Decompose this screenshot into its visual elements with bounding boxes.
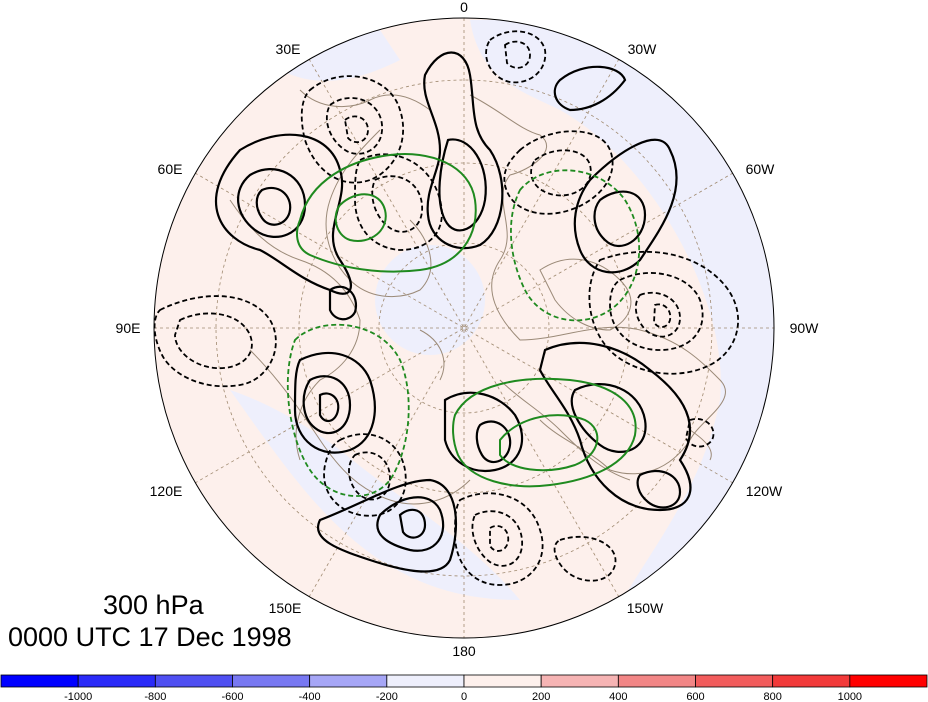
- lon-label-150w: 150W: [627, 600, 664, 616]
- colorbar-box: [232, 674, 311, 688]
- map-frame: [153, 17, 775, 639]
- field-shading-negative: [280, 30, 400, 81]
- colorbar-box: [695, 674, 774, 688]
- pressure-level-title: 300 hPa: [103, 590, 204, 620]
- contours-green-dashed: [286, 169, 641, 497]
- colorbar-box: [463, 674, 542, 688]
- lon-label-150e: 150E: [269, 600, 302, 616]
- colorbar-box: [386, 674, 465, 688]
- colorbar-labels: -1000 -800 -600 -400 -200 0 200 400 600 800 1000: [64, 691, 862, 702]
- colorbar: -1000 -800 -600 -400 -200 0 200 400 600 800 1000: [0, 674, 928, 702]
- colorbar-box: [309, 674, 388, 688]
- colorbar-tick-label: -800: [144, 691, 166, 702]
- lon-label-120e: 120E: [150, 483, 183, 499]
- colorbar-tick-label: -200: [376, 691, 398, 702]
- lon-label-60w: 60W: [746, 161, 776, 177]
- colorbar-tick-label: -600: [221, 691, 243, 702]
- lon-label-90w: 90W: [790, 320, 820, 336]
- colorbar-tick-label: 200: [532, 691, 550, 702]
- lon-label-180: 180: [452, 643, 476, 659]
- colorbar-box: [617, 674, 696, 688]
- colorbar-tick-label: 600: [686, 691, 704, 702]
- colorbar-boxes: [0, 674, 928, 688]
- colorbar-box: [540, 674, 619, 688]
- colorbar-box: [772, 674, 851, 688]
- field-shading-negative: [470, 20, 774, 638]
- colorbar-box: [0, 674, 79, 688]
- field-shading-negative: [375, 245, 485, 355]
- lon-label-30e: 30E: [276, 41, 301, 57]
- colorbar-tick-label: 0: [461, 691, 467, 702]
- colorbar-box: [77, 674, 156, 688]
- colorbar-tick-label: -1000: [64, 691, 92, 702]
- lon-label-0: 0: [460, 0, 468, 15]
- colorbar-tick-label: -400: [299, 691, 321, 702]
- contours-negative: [154, 30, 739, 586]
- lon-label-30w: 30W: [628, 41, 658, 57]
- colorbar-tick-label: 400: [609, 691, 627, 702]
- contours-green-solid: [296, 153, 637, 488]
- contours-positive: [214, 51, 692, 573]
- valid-time-title: 0000 UTC 17 Dec 1998: [8, 622, 292, 652]
- colorbar-box: [154, 674, 233, 688]
- colorbar-tick-label: 1000: [838, 691, 862, 702]
- longitude-labels: 0 30W 60W 90W 120W 150W 180 150E 120E 90…: [116, 0, 820, 659]
- colorbar-tick-label: 800: [763, 691, 781, 702]
- lon-label-120w: 120W: [746, 483, 783, 499]
- lon-label-60e: 60E: [158, 161, 183, 177]
- lon-label-90e: 90E: [116, 320, 141, 336]
- colorbar-box: [849, 674, 928, 688]
